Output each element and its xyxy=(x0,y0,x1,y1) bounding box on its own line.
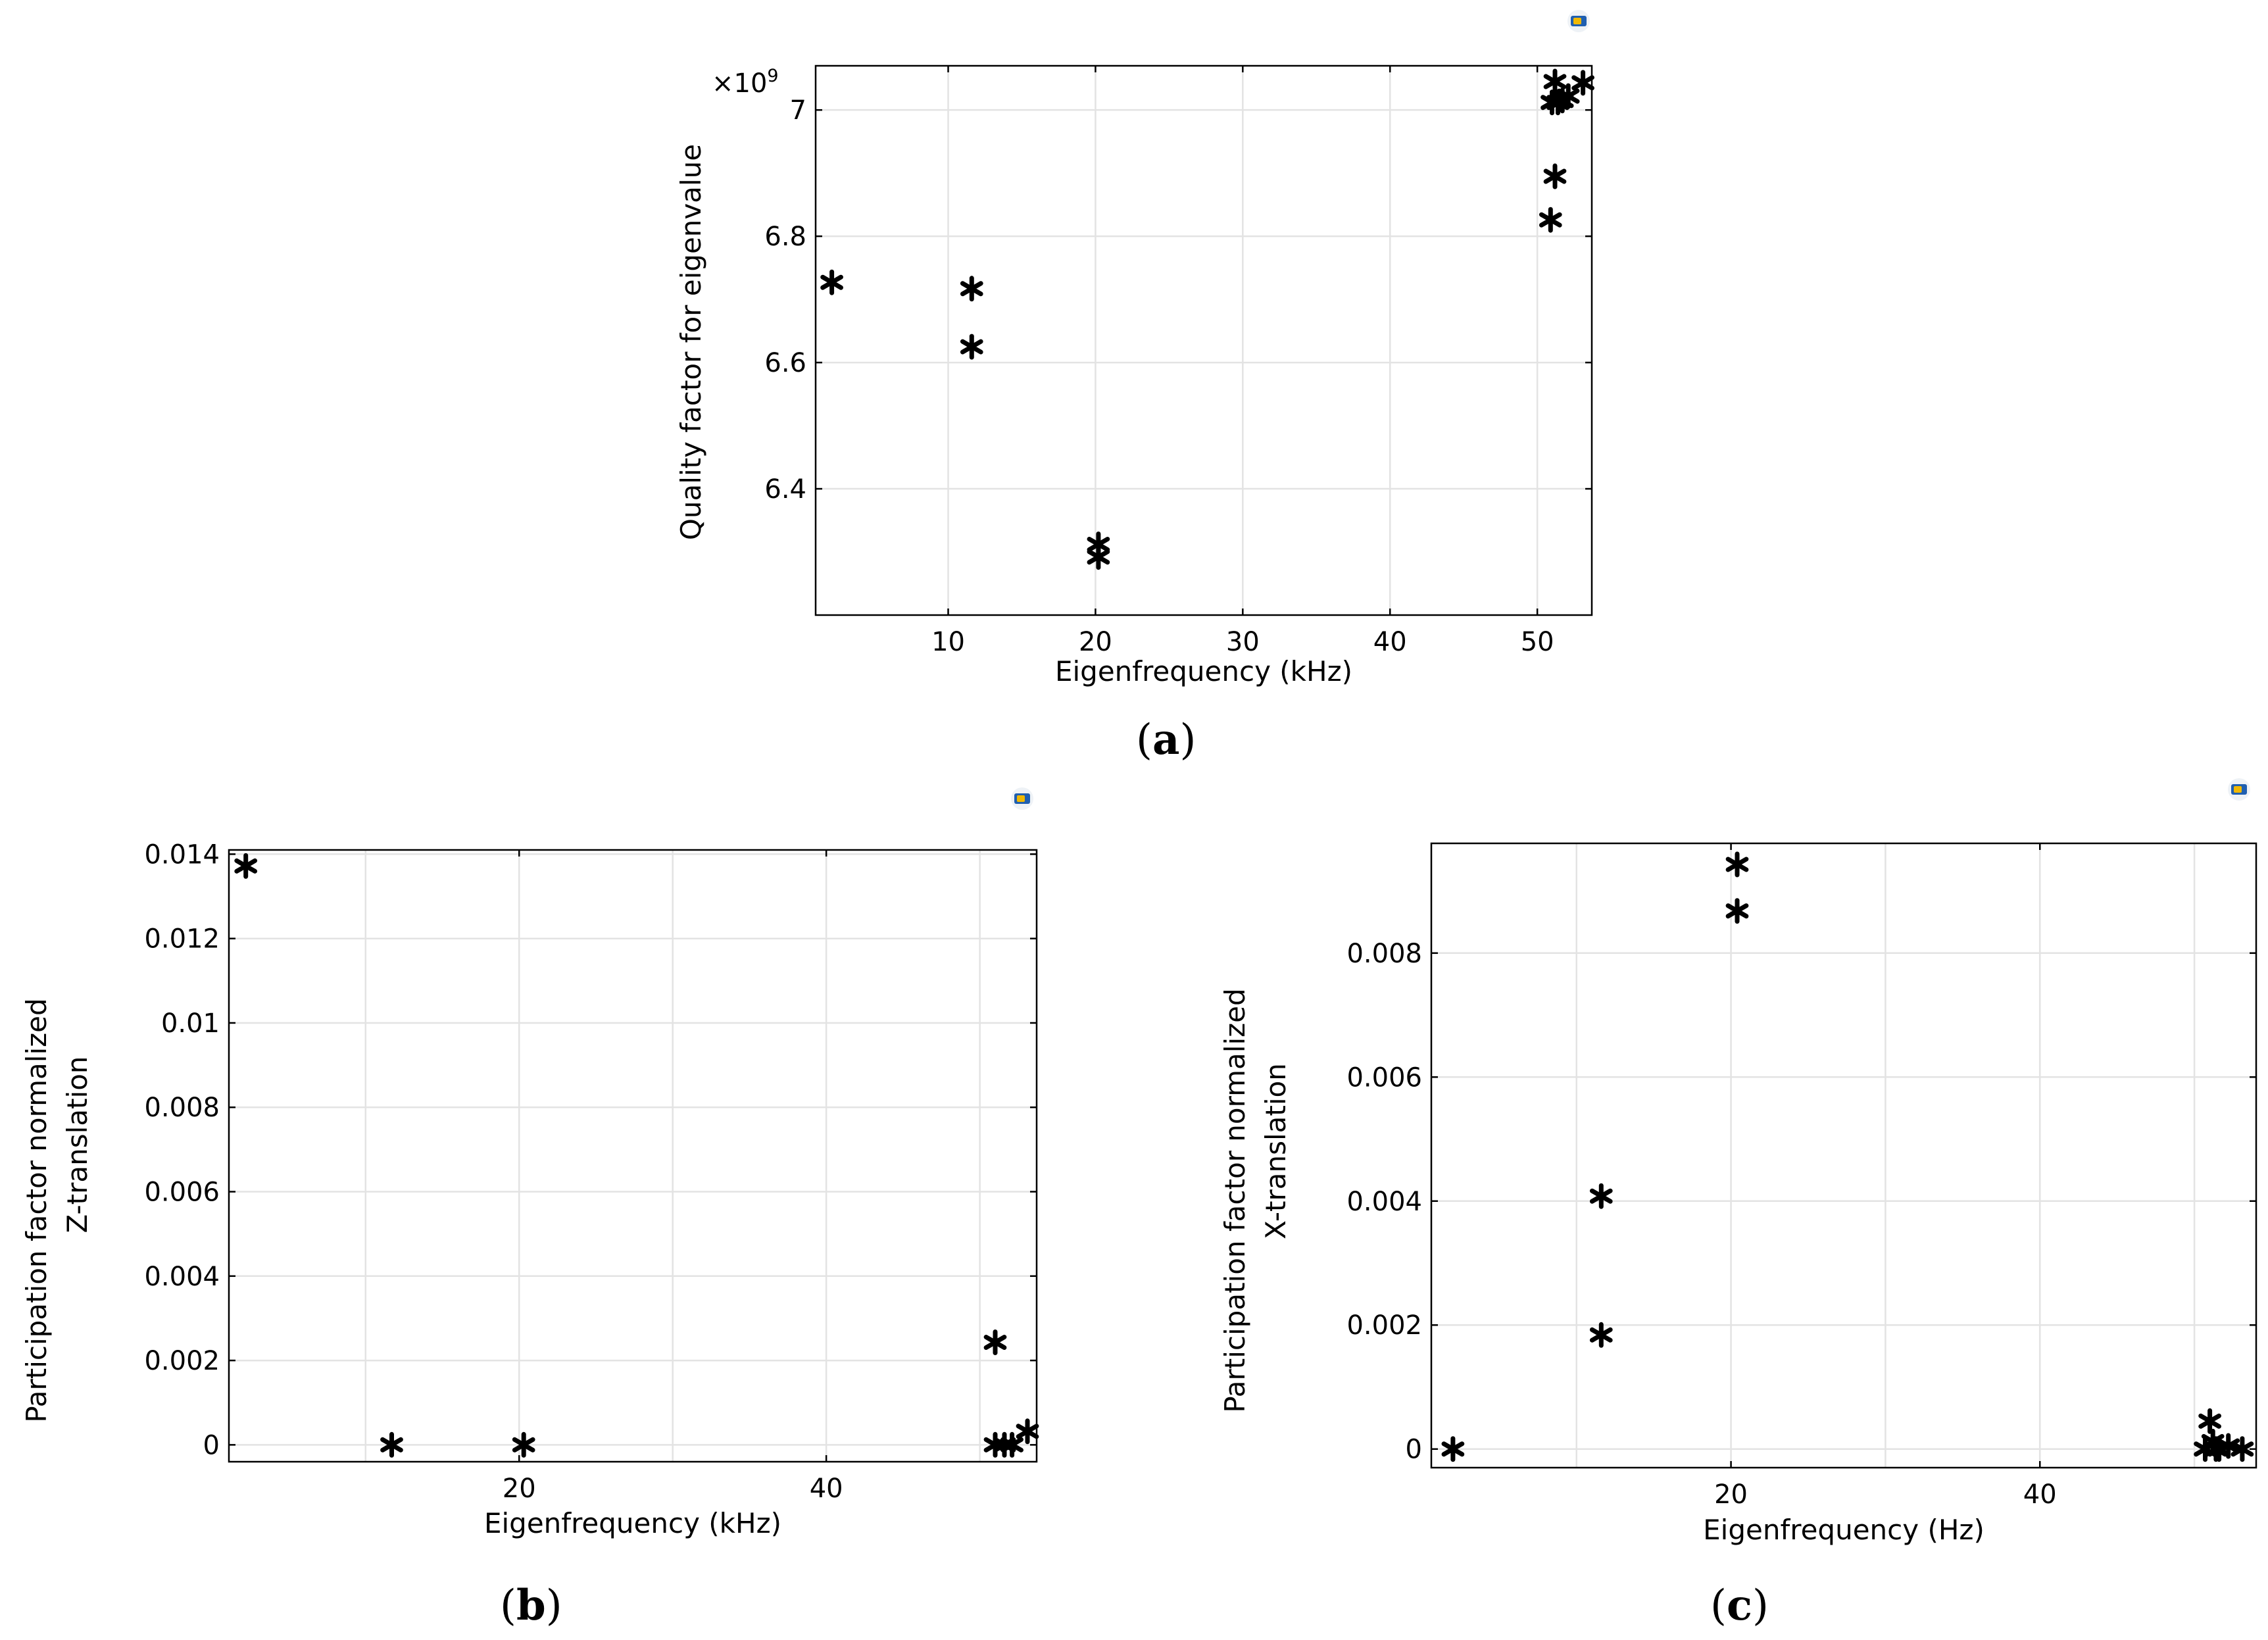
x-tick-label: 40 xyxy=(810,1474,843,1504)
plot-frame xyxy=(228,849,1038,1463)
y-axis-title: Quality factor for eigenvalue xyxy=(675,144,707,540)
y-axis-title-line1: Participation factor normalized xyxy=(20,998,53,1422)
y-tick-label: 0.004 xyxy=(144,1262,220,1292)
data-point-marker xyxy=(380,1431,403,1458)
y-tick-label: 0.004 xyxy=(1346,1187,1422,1217)
y-tick-label: 0.014 xyxy=(144,839,220,870)
y-tick-label: 0.008 xyxy=(1346,939,1422,969)
data-point-marker xyxy=(1589,1183,1613,1209)
grid xyxy=(816,66,1592,615)
ticks: 20 40 0 0.002 0.004 0.006 0.008 0.01 0.012 0.014 xyxy=(144,839,1037,1504)
data-point-marker xyxy=(1556,83,1580,109)
comsol-logo-icon xyxy=(2228,778,2250,801)
data-point-marker xyxy=(1543,68,1567,95)
panel-a: 10 20 30 40 50 6.4 6.6 6.8 7 ×109 Eigenfrequency… xyxy=(675,10,1594,764)
y-tick-label: 0.002 xyxy=(144,1346,220,1376)
data-point-marker xyxy=(820,269,843,295)
y-tick-label: 6.6 xyxy=(764,348,806,378)
y-multiplier-exponent: 9 xyxy=(767,66,778,86)
data-point-marker xyxy=(2198,1408,2221,1434)
data-points xyxy=(820,68,1594,570)
y-tick-label: 0.006 xyxy=(1346,1062,1422,1093)
y-axis-title-line2: X-translation xyxy=(1260,1063,1292,1239)
data-point-marker xyxy=(234,853,258,879)
y-tick-label: 0 xyxy=(203,1430,220,1460)
data-point-marker xyxy=(1441,1436,1465,1462)
y-tick-label: 6.8 xyxy=(764,222,806,252)
panel-caption-a: (a) xyxy=(1136,715,1196,764)
data-points xyxy=(1441,851,2254,1462)
x-tick-label: 20 xyxy=(1079,627,1112,657)
y-tick-label: 0.008 xyxy=(144,1093,220,1123)
comsol-logo-icon xyxy=(1567,10,1590,32)
data-point-marker xyxy=(1725,898,1749,924)
x-axis-title: Eigenfrequency (Hz) xyxy=(1703,1514,1985,1546)
x-tick-label: 40 xyxy=(1373,627,1407,657)
ticks: 10 20 30 40 50 6.4 6.6 6.8 7 xyxy=(764,66,1592,657)
caption-letter: b xyxy=(516,1581,546,1630)
panel-b: 20 4000.0020.0040.0060.0080.010.0120.014 … xyxy=(20,787,1039,1630)
y-tick-label: 6.4 xyxy=(764,474,806,505)
grid xyxy=(229,850,1037,1462)
data-points xyxy=(234,853,1039,1458)
data-point-marker xyxy=(983,1329,1007,1355)
plot-frame xyxy=(1430,842,2257,1469)
x-tick-label: 50 xyxy=(1521,627,1554,657)
y-tick-label: 7 xyxy=(790,95,806,126)
comsol-logo-icon xyxy=(1011,787,1033,810)
data-point-marker xyxy=(1539,207,1562,233)
data-point-marker xyxy=(1589,1322,1613,1348)
y-tick-label: 0.002 xyxy=(1346,1310,1422,1341)
data-point-marker xyxy=(1543,163,1567,189)
data-point-marker xyxy=(1016,1418,1039,1445)
caption-letter: c xyxy=(1727,1581,1752,1630)
data-point-marker xyxy=(512,1431,535,1458)
y-tick-label: 0.01 xyxy=(161,1008,220,1039)
caption-letter: a xyxy=(1152,715,1179,764)
data-point-marker xyxy=(2231,1436,2254,1462)
x-tick-label: 40 xyxy=(2023,1479,2057,1510)
y-tick-label: 0 xyxy=(1406,1435,1422,1465)
y-axis-title-line1: Participation factor normalized xyxy=(1219,988,1251,1412)
grid xyxy=(1431,843,2256,1468)
data-point-marker xyxy=(960,276,983,302)
ticks: 20 40 0 0.002 0.004 0.006 0.008 xyxy=(1346,843,2256,1510)
data-point-marker xyxy=(960,334,983,360)
y-multiplier-base: ×10 xyxy=(712,68,767,99)
data-point-marker xyxy=(1000,1431,1023,1458)
panel-c: 20 40 0 0.002 0.004 0.006 0.008 Eigenfrequency… xyxy=(1219,778,2257,1630)
data-point-marker xyxy=(1087,544,1110,570)
plot-frame xyxy=(814,64,1593,616)
panel-caption-b: (b) xyxy=(500,1581,562,1630)
y-tick-label: 0.006 xyxy=(144,1178,220,1208)
x-tick-label: 20 xyxy=(503,1474,536,1504)
x-tick-label: 10 xyxy=(931,627,965,657)
y-tick-label: 0.012 xyxy=(144,924,220,955)
data-point-marker xyxy=(1571,70,1594,96)
panel-caption-c: (c) xyxy=(1710,1581,1769,1630)
x-tick-label: 20 xyxy=(1714,1479,1748,1510)
data-point-marker xyxy=(1725,851,1749,878)
y-axis-title-line2: Z-translation xyxy=(61,1056,93,1233)
x-tick-label: 30 xyxy=(1226,627,1260,657)
x-axis-title: Eigenfrequency (kHz) xyxy=(484,1507,781,1539)
y-multiplier: ×109 xyxy=(712,66,779,99)
x-axis-title: Eigenfrequency (kHz) xyxy=(1055,655,1352,687)
